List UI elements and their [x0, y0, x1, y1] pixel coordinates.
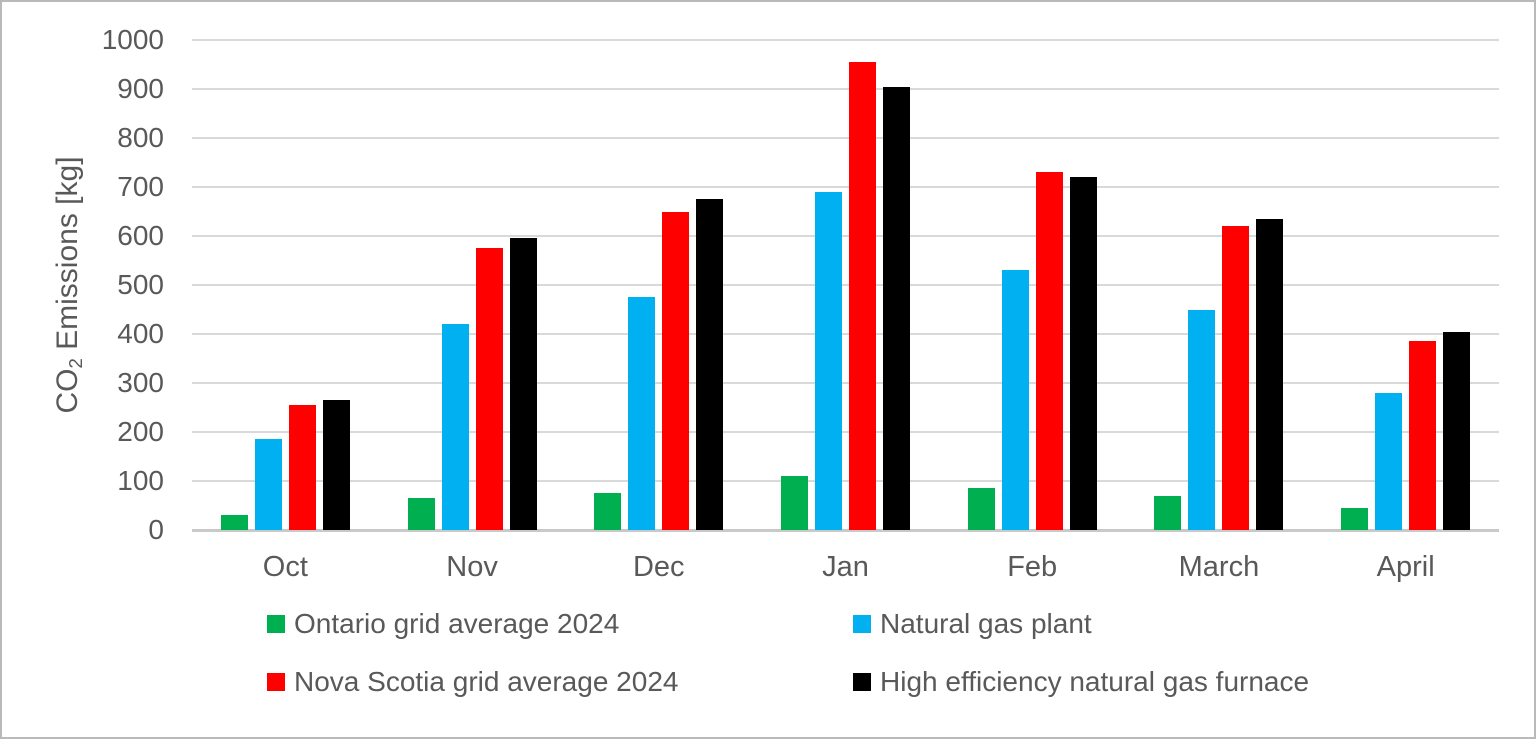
legend-label: Ontario grid average 2024: [294, 608, 620, 639]
bar: [1188, 309, 1216, 530]
gridline: [192, 333, 1499, 335]
legend-swatch-icon: [267, 615, 285, 633]
legend-item: Ontario grid average 2024: [267, 606, 619, 642]
bar: [1256, 218, 1284, 530]
x-category-label: March: [1178, 551, 1260, 583]
x-category-label: April: [1376, 551, 1435, 583]
bar: [407, 498, 435, 530]
bar: [1154, 495, 1182, 530]
gridline: [192, 284, 1499, 286]
legend-swatch-icon: [267, 673, 285, 691]
bar: [1443, 331, 1471, 530]
bar: [849, 62, 876, 530]
y-tick-label: 200: [117, 416, 164, 447]
x-category-label: Oct: [262, 551, 308, 583]
bar: [1035, 172, 1063, 530]
y-axis-title-subscript: 2: [64, 358, 86, 369]
bar: [815, 191, 842, 530]
bar: [441, 324, 469, 530]
bar: [288, 405, 316, 530]
bar: [1375, 392, 1403, 530]
bar: [254, 439, 282, 530]
bar: [883, 86, 910, 530]
gridline: [192, 431, 1499, 433]
bar: [1409, 341, 1437, 530]
bar: [662, 211, 690, 530]
y-tick-label: 1000: [101, 24, 164, 55]
bar: [628, 297, 656, 530]
bar: [594, 493, 622, 530]
legend-swatch-icon: [853, 615, 871, 633]
legend-item: High efficiency natural gas furnace: [853, 664, 1309, 700]
x-category-label: Jan: [822, 551, 869, 583]
bar: [1222, 226, 1250, 530]
gridline: [192, 39, 1499, 41]
y-tick-label: 0: [148, 514, 164, 545]
x-category-label: Nov: [446, 551, 498, 583]
y-tick-label: 100: [117, 465, 164, 496]
legend-item: Natural gas plant: [853, 606, 1092, 642]
bar: [1341, 507, 1369, 530]
bar: [322, 400, 350, 530]
gridline: [192, 137, 1499, 139]
bar: [781, 476, 808, 530]
y-tick-label: 300: [117, 367, 164, 398]
gridline: [192, 235, 1499, 237]
legend-label: Nova Scotia grid average 2024: [294, 666, 679, 697]
legend-swatch-icon: [853, 673, 871, 691]
gridline: [192, 88, 1499, 90]
gridline: [192, 382, 1499, 384]
bar: [1069, 177, 1097, 530]
y-tick-label: 500: [117, 269, 164, 300]
x-category-label: Feb: [1007, 551, 1058, 583]
y-tick-label: 700: [117, 171, 164, 202]
y-tick-label: 900: [117, 73, 164, 104]
y-tick-label: 800: [117, 122, 164, 153]
bar: [220, 515, 248, 530]
legend-label: Natural gas plant: [880, 608, 1092, 639]
bar: [967, 488, 995, 530]
gridline: [192, 480, 1499, 482]
bar: [1001, 270, 1029, 530]
y-tick-label: 600: [117, 220, 164, 251]
x-category-label: Dec: [632, 551, 685, 583]
x-axis-line: [192, 529, 1499, 532]
y-tick-label: 400: [117, 318, 164, 349]
bar: [696, 199, 724, 530]
legend-item: Nova Scotia grid average 2024: [267, 664, 678, 700]
legend-label: High efficiency natural gas furnace: [880, 666, 1310, 697]
bar: [475, 248, 503, 530]
gridline: [192, 186, 1499, 188]
bar: [509, 238, 537, 530]
